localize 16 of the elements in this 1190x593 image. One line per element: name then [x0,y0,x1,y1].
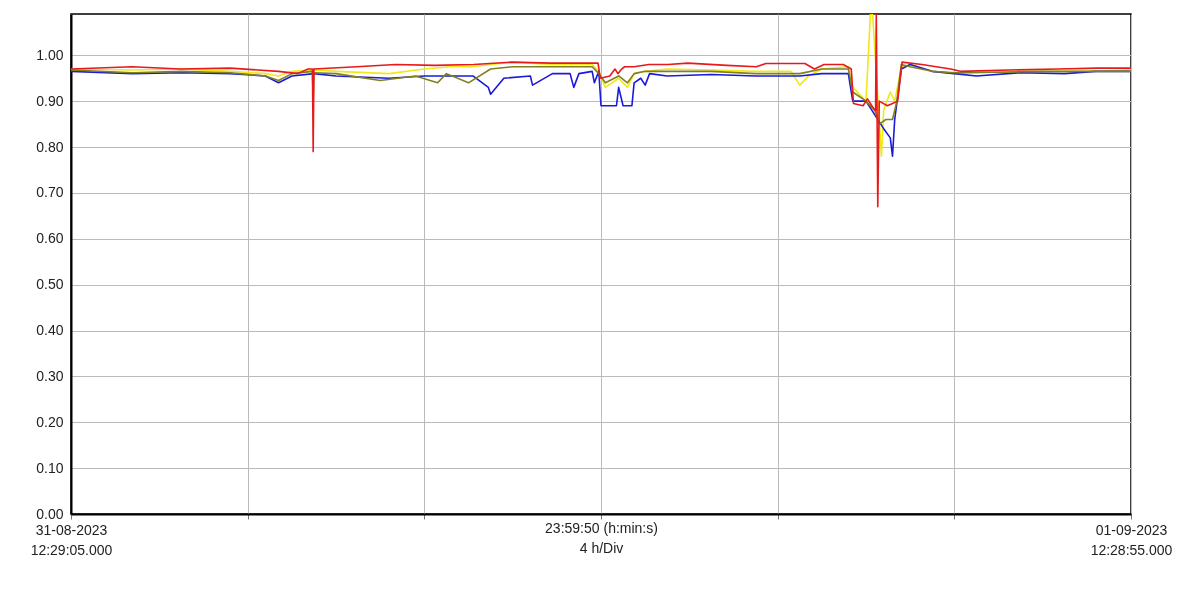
y-tick-label: 0.30 [36,367,64,384]
y-tick-label: 0.40 [36,322,64,339]
y-tick-label: 0.80 [36,138,64,155]
y-tick-label: 0.50 [36,276,64,293]
line-series [71,63,1131,125]
x-axis-title: 23:59:50 (h:min:s) 4 h/Div [545,519,658,556]
y-tick-label: 0.60 [36,230,64,247]
y-tick-label: 0.20 [36,413,64,430]
line-series [71,14,1131,208]
x-tick-label: 31-08-2023 12:29:05.000 [30,521,113,558]
y-tick-label: 0.10 [36,459,64,476]
x-tick-label: 01-09-2023 12:28:55.000 [1090,521,1173,558]
y-tick-label: 0.70 [36,184,64,201]
y-tick-label: 0.00 [36,505,64,522]
y-tick-label: 1.00 [36,46,64,63]
y-tick-label: 0.90 [36,92,64,109]
